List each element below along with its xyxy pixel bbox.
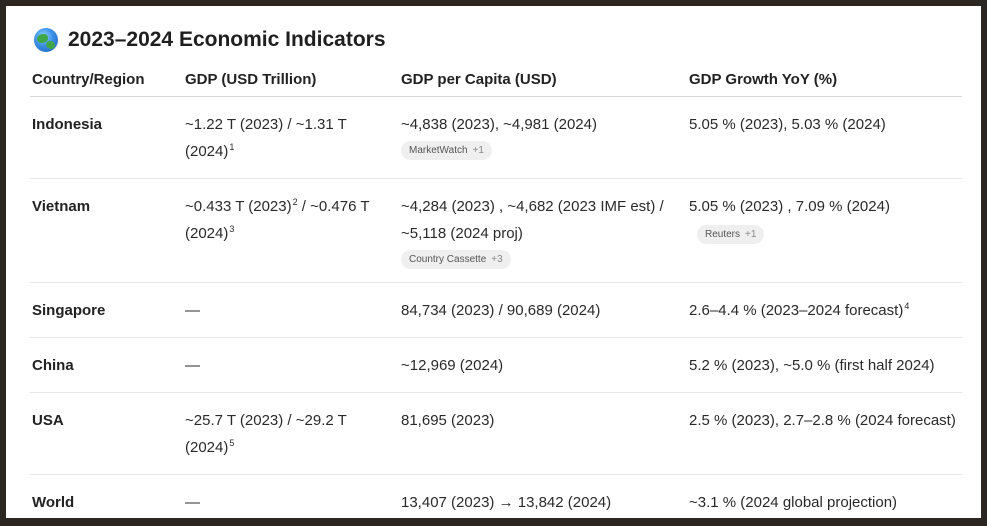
- gdp-value: —: [185, 357, 200, 374]
- growth-cell: 2.5 % (2023), 2.7–2.8 % (2024 forecast): [687, 392, 962, 475]
- gdp-value: ~25.7 T (2023) / ~29.2 T (2024): [185, 412, 347, 456]
- page-title: 2023–2024 Economic Indicators: [68, 28, 386, 51]
- column-header-per-capita: GDP per Capita (USD): [399, 63, 687, 97]
- country-cell: World: [32, 494, 75, 511]
- country-cell: Singapore: [30, 282, 183, 338]
- growth-cell: 2.6–4.4 % (2023–2024 forecast)4: [687, 282, 962, 338]
- table-header-row: Country/Region GDP (USD Trillion) GDP pe…: [30, 63, 962, 97]
- country-cell: China: [30, 337, 183, 393]
- country-cell: Vietnam: [30, 178, 183, 283]
- growth-value: 5.05 % (2023) , 7.09 % (2024): [689, 198, 890, 215]
- country-cell: Indonesia: [30, 96, 183, 179]
- source-chip-label: Reuters: [705, 228, 741, 240]
- column-header-gdp: GDP (USD Trillion): [183, 63, 399, 97]
- table-row: Vietnam ~0.433 T (2023)2 / ~0.476 T (202…: [30, 178, 962, 283]
- gdp-cell: ~0.433 T (2023)2 / ~0.476 T (2024)3: [183, 178, 399, 283]
- growth-cell: ~3.1 % (2024 global projection): [687, 475, 962, 519]
- per-capita-value: ~4,838 (2023), ~4,981 (2024): [401, 116, 597, 133]
- citation-marker[interactable]: 2: [292, 197, 298, 207]
- gdp-cell: —: [183, 282, 399, 338]
- growth-value: 2.6–4.4 % (2023–2024 forecast): [689, 302, 904, 319]
- table-row: USA ~25.7 T (2023) / ~29.2 T (2024)5 81,…: [30, 392, 962, 475]
- source-chip[interactable]: Reuters +1: [697, 224, 765, 244]
- gdp-cell: —: [183, 337, 399, 393]
- gdp-value: —: [185, 494, 200, 511]
- citation-marker[interactable]: 5: [229, 438, 235, 448]
- growth-cell: 5.05 % (2023), 5.03 % (2024): [687, 96, 962, 179]
- gdp-cell: ~1.22 T (2023) / ~1.31 T (2024)1: [183, 96, 399, 179]
- citation-marker[interactable]: 1: [229, 142, 235, 152]
- page-title-row: 2023–2024 Economic Indicators: [34, 20, 386, 60]
- source-chip-label: Country Cassette: [409, 253, 487, 265]
- table-row: Singapore — 84,734 (2023) / 90,689 (2024…: [30, 282, 962, 338]
- column-header-growth: GDP Growth YoY (%): [687, 63, 962, 97]
- gdp-cell: —: [183, 475, 399, 519]
- source-chip-count: +1: [472, 144, 484, 156]
- gdp-value: ~1.22 T (2023) / ~1.31 T (2024): [185, 116, 347, 160]
- source-chip[interactable]: MarketWatch +1: [401, 140, 492, 160]
- growth-value: 5.05 % (2023), 5.03 % (2024): [689, 116, 886, 133]
- source-chip-count: +3: [491, 253, 503, 265]
- gdp-value: ~0.433 T (2023): [185, 198, 292, 215]
- gdp-value-2024: / ~0.476 T (2024): [185, 198, 370, 242]
- growth-value: ~3.1 % (2024 global projection): [689, 494, 898, 511]
- source-chip-label: MarketWatch: [409, 144, 468, 156]
- per-capita-value: 81,695 (2023): [401, 412, 495, 429]
- source-chip[interactable]: Country Cassette +3: [401, 249, 511, 269]
- per-capita-cell: ~4,284 (2023) , ~4,682 (2023 IMF est) / …: [399, 178, 687, 283]
- citation-marker[interactable]: 3: [229, 224, 235, 234]
- growth-value: 5.2 % (2023), ~5.0 % (first half 2024): [689, 357, 935, 374]
- per-capita-value: ~4,284 (2023) , ~4,682 (2023 IMF est) / …: [401, 198, 664, 242]
- column-header-country: Country/Region: [30, 63, 183, 97]
- per-capita-cell: 84,734 (2023) / 90,689 (2024): [399, 282, 687, 338]
- per-capita-value: ~12,969 (2024): [401, 357, 504, 374]
- source-chip-count: +1: [745, 228, 757, 240]
- gdp-value: —: [185, 302, 200, 319]
- document-frame: 2023–2024 Economic Indicators Country/Re…: [6, 6, 981, 518]
- per-capita-value: 84,734 (2023) / 90,689 (2024): [401, 302, 601, 319]
- growth-cell: 5.2 % (2023), ~5.0 % (first half 2024): [687, 337, 962, 393]
- citation-marker[interactable]: 4: [904, 301, 910, 311]
- country-cell: USA: [30, 392, 183, 475]
- table-row: China — ~12,969 (2024) 5.2 % (2023), ~5.…: [30, 337, 962, 393]
- growth-cell: 5.05 % (2023) , 7.09 % (2024) Reuters +1: [687, 178, 962, 283]
- indicators-table: Country/Region GDP (USD Trillion) GDP pe…: [30, 63, 962, 518]
- table-row: World — 13,407 (2023) → 13,842 (2024) ~3…: [30, 475, 962, 519]
- per-capita-cell: ~4,838 (2023), ~4,981 (2024) MarketWatch…: [399, 96, 687, 179]
- table-row: Indonesia ~1.22 T (2023) / ~1.31 T (2024…: [30, 96, 962, 179]
- per-capita-cell: 81,695 (2023): [399, 392, 687, 475]
- per-capita-cell: 13,407 (2023) → 13,842 (2024): [399, 475, 687, 519]
- growth-value: 2.5 % (2023), 2.7–2.8 % (2024 forecast): [689, 412, 956, 429]
- per-capita-cell: ~12,969 (2024): [399, 337, 687, 393]
- globe-icon: [34, 28, 58, 52]
- gdp-cell: ~25.7 T (2023) / ~29.2 T (2024)5: [183, 392, 399, 475]
- per-capita-value: 13,407 (2023) → 13,842 (2024): [401, 494, 612, 511]
